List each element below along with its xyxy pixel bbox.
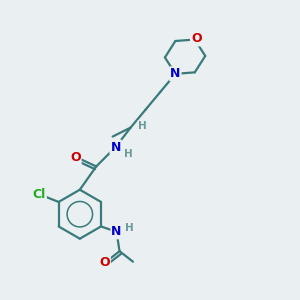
Text: H: H: [125, 223, 134, 233]
Text: O: O: [99, 256, 110, 269]
Text: N: N: [110, 140, 121, 154]
Text: H: H: [124, 148, 133, 159]
Text: N: N: [111, 225, 122, 238]
Text: H: H: [138, 121, 146, 131]
Text: N: N: [170, 68, 181, 80]
Text: O: O: [191, 32, 202, 45]
Text: Cl: Cl: [33, 188, 46, 201]
Text: O: O: [70, 151, 81, 164]
